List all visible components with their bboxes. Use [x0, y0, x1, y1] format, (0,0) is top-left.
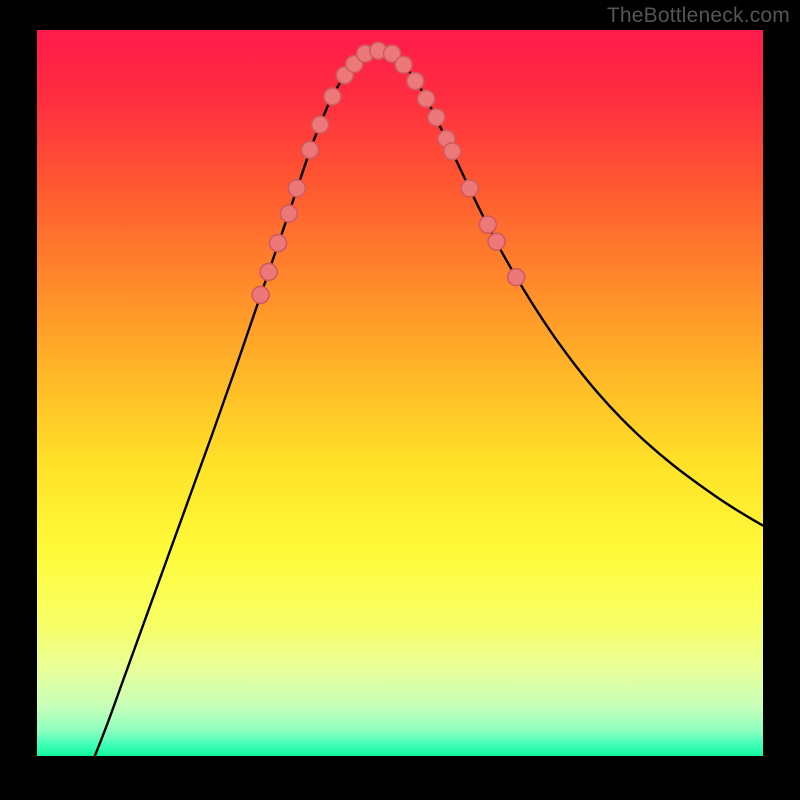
marker-dot — [312, 116, 329, 133]
marker-dot — [488, 233, 505, 250]
curve-left-branch — [89, 51, 378, 770]
marker-dot — [270, 235, 287, 252]
marker-dot — [428, 109, 445, 126]
marker-dot — [407, 73, 424, 90]
watermark-text: TheBottleneck.com — [607, 4, 790, 28]
marker-dot — [280, 205, 297, 222]
marker-dot — [395, 56, 412, 73]
marker-dot — [461, 180, 478, 197]
marker-dot — [479, 216, 496, 233]
marker-dot — [260, 263, 277, 280]
marker-dot — [418, 90, 435, 107]
marker-dot — [444, 143, 461, 160]
marker-dot — [252, 286, 269, 303]
chart-plot-area — [37, 30, 763, 770]
marker-dot — [324, 88, 341, 105]
marker-dot — [288, 180, 305, 197]
curve-markers — [252, 42, 525, 303]
marker-dot — [301, 141, 318, 158]
marker-dot — [508, 269, 525, 286]
bottleneck-curve — [37, 30, 763, 770]
